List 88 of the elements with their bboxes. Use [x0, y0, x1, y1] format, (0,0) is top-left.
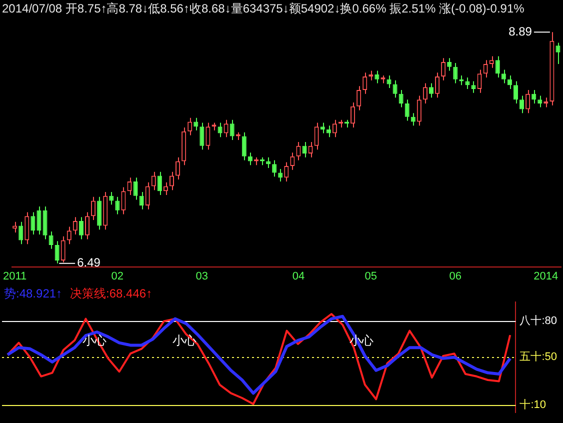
- candlestick: [453, 62, 458, 84]
- chart-subtitle: 2014/07/08 开8.75↑高8.78↓低8.56↑收8.68↓量634375↓额54902↓换0.66% 振2.51% 涨(-0.08)-0.91%: [2, 1, 525, 16]
- candlestick: [78, 216, 84, 240]
- candlestick: [507, 75, 512, 90]
- candlestick: [151, 171, 156, 191]
- candlestick: [224, 119, 228, 138]
- candlestick: [133, 177, 138, 200]
- candlestick: [386, 75, 392, 89]
- x-tick-label: 05: [364, 270, 378, 282]
- y-tick-label: 五十:50: [520, 350, 558, 364]
- candlestick: [501, 69, 506, 84]
- candlestick: [66, 226, 72, 245]
- candlestick: [398, 89, 404, 108]
- text: 势:48.921↑: [4, 286, 62, 300]
- candlestick: [169, 171, 174, 191]
- candlestick: [513, 80, 518, 104]
- candlestick: [471, 80, 476, 94]
- candlestick: [60, 236, 66, 263]
- candlestick: [290, 152, 295, 170]
- candlestick: [483, 60, 488, 78]
- candlestick: [538, 95, 542, 108]
- candlestick: [356, 86, 362, 111]
- candlestick: [556, 42, 560, 64]
- candlestick: [428, 82, 434, 98]
- candlestick: [30, 212, 36, 235]
- candlestick: [18, 221, 24, 245]
- candlestick: [121, 186, 126, 215]
- candlestick: [404, 99, 410, 122]
- y-tick-label: 十:10: [520, 398, 546, 412]
- candlestick: [374, 70, 380, 84]
- candlestick: [520, 95, 524, 114]
- candlestick: [526, 89, 530, 114]
- candlestick: [84, 212, 90, 240]
- x-tick-label: 04: [292, 270, 305, 282]
- candlestick: [242, 132, 246, 161]
- candlestick: [410, 112, 416, 126]
- candlestick: [42, 206, 48, 240]
- x-tick-label: 2014: [534, 270, 558, 282]
- candlestick: [416, 95, 422, 126]
- candlestick: [200, 122, 204, 150]
- candlestick: [302, 141, 307, 158]
- x-tick-label: 06: [449, 270, 462, 282]
- candlestick: [284, 162, 289, 182]
- candlestick: [272, 160, 277, 178]
- annotation: 8.89: [508, 24, 532, 38]
- candlestick: [544, 97, 548, 108]
- candlestick: [72, 216, 78, 235]
- candlestick: [447, 58, 452, 72]
- candlestick: [24, 212, 30, 245]
- candlestick: [362, 72, 368, 94]
- candlestick: [48, 231, 54, 250]
- candlestick: [308, 141, 313, 158]
- candlestick: [218, 122, 222, 138]
- y-tick-label: 八十:80: [520, 314, 558, 328]
- candlestick: [368, 70, 374, 81]
- candlestick: [435, 72, 440, 98]
- candlestick: [314, 122, 319, 150]
- candlestick: [266, 156, 271, 168]
- candlestick: [36, 206, 42, 235]
- candlestick: [350, 102, 356, 128]
- candlestick: [441, 58, 446, 81]
- candlestick: [392, 80, 398, 98]
- annotation: 6.49: [77, 256, 101, 270]
- candlestick: [532, 89, 536, 104]
- candlestick: [495, 56, 500, 78]
- x-tick-label: 02: [111, 270, 124, 282]
- candlestick: [54, 240, 60, 264]
- candlestick: [320, 122, 325, 134]
- candlestick: [332, 119, 337, 138]
- candlestick: [157, 171, 162, 196]
- candlestick: [145, 182, 150, 210]
- candlestick: [422, 82, 428, 104]
- candlestick: [326, 125, 331, 138]
- candlestick: [176, 156, 180, 180]
- candlestick: [188, 117, 192, 136]
- candlestick: [97, 196, 102, 230]
- candlestick: [139, 192, 144, 210]
- candlestick: [477, 69, 482, 94]
- text: 决策线:68.446↑: [70, 286, 152, 300]
- x-tick-label: 2011: [3, 270, 27, 282]
- candlestick: [230, 119, 234, 141]
- candlestick: [115, 196, 120, 215]
- candlestick: [127, 177, 132, 196]
- x-tick-label: 03: [196, 270, 208, 282]
- candlestick: [489, 56, 494, 68]
- candlestick: [91, 196, 96, 220]
- candlestick: [296, 141, 301, 161]
- candlestick: [206, 122, 210, 150]
